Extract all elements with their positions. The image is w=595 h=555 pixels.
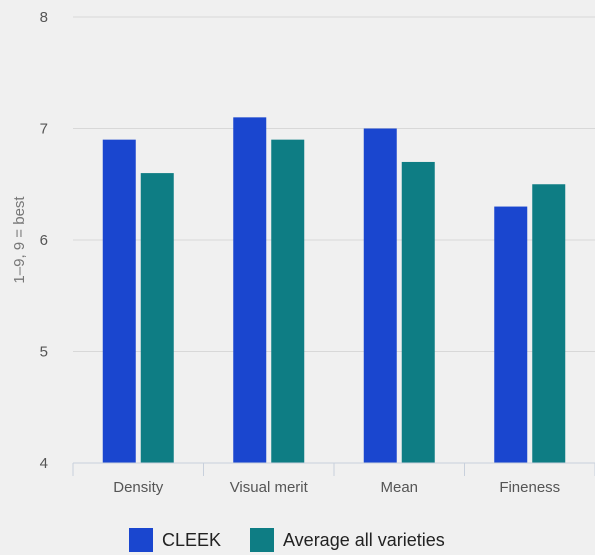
bar-average-visual-merit[interactable] xyxy=(271,139,305,463)
x-tick-label: Density xyxy=(113,479,164,496)
bar-average-density[interactable] xyxy=(140,173,174,463)
bar-average-fineness[interactable] xyxy=(532,184,566,463)
bar-cleek-visual-merit[interactable] xyxy=(233,117,267,463)
legend: CLEEK Average all varieties xyxy=(0,528,595,554)
legend-item-average[interactable]: Average all varieties xyxy=(250,528,445,552)
legend-label-cleek: CLEEK xyxy=(162,529,222,550)
legend-label-average: Average all varieties xyxy=(283,529,445,550)
y-axis-label: 1–9, 9 = best xyxy=(11,196,28,284)
x-tick-label: Fineness xyxy=(499,479,560,496)
x-tick-label: Mean xyxy=(380,479,418,496)
x-tick-labels: Density Visual merit Mean Fineness xyxy=(113,479,560,496)
y-tick-label: 7 xyxy=(40,121,48,138)
legend-swatch-cleek xyxy=(129,528,153,552)
y-tick-label: 4 xyxy=(40,455,48,472)
y-tick-label: 6 xyxy=(40,232,48,249)
legend-swatch-average xyxy=(250,528,274,552)
y-tick-label: 8 xyxy=(40,9,48,26)
bars xyxy=(102,117,566,464)
legend-item-cleek[interactable]: CLEEK xyxy=(129,528,221,552)
bar-cleek-mean[interactable] xyxy=(363,128,397,464)
y-tick-labels: 4 5 6 7 8 xyxy=(40,9,48,472)
bar-average-mean[interactable] xyxy=(401,161,435,463)
y-tick-label: 5 xyxy=(40,344,48,361)
bar-cleek-density[interactable] xyxy=(102,139,136,463)
bar-cleek-fineness[interactable] xyxy=(494,206,528,464)
x-tick-label: Visual merit xyxy=(230,479,309,496)
x-axis xyxy=(72,462,595,476)
